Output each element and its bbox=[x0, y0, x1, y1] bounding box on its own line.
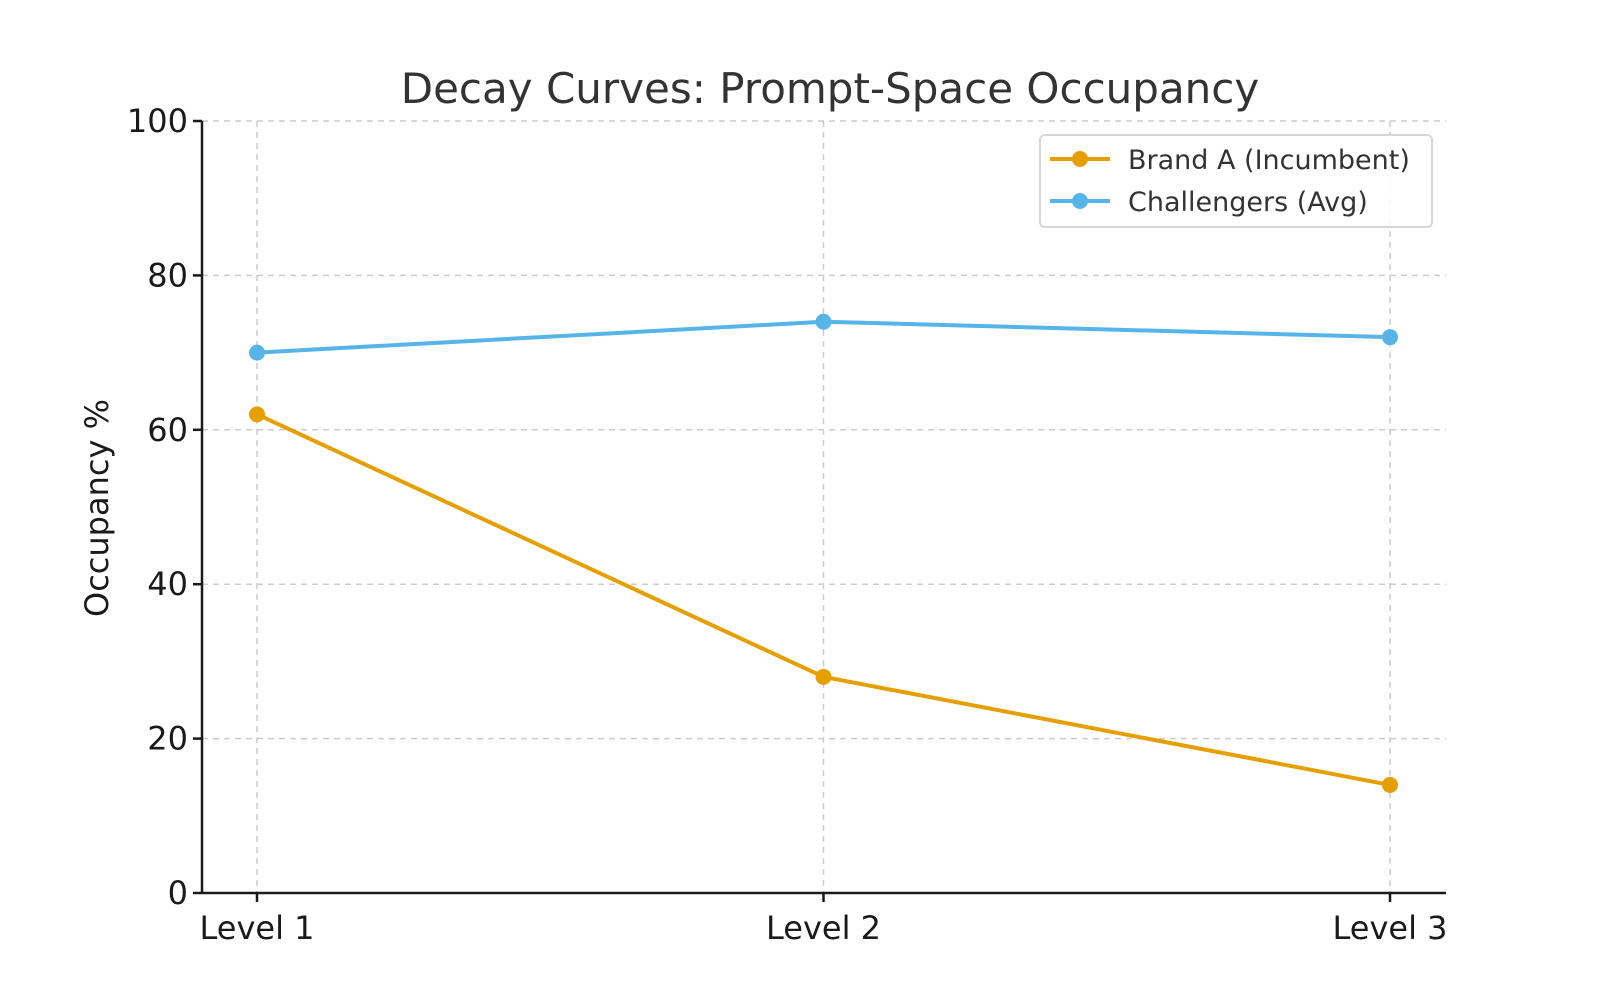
x-tick-label: Level 1 bbox=[200, 909, 315, 947]
x-tick-label: Level 3 bbox=[1333, 909, 1448, 947]
data-point bbox=[1382, 329, 1398, 346]
series-1 bbox=[249, 406, 1398, 793]
y-tick-label: 20 bbox=[147, 720, 188, 758]
y-axis-label: Occupancy % bbox=[78, 399, 116, 617]
grid bbox=[202, 120, 1446, 893]
data-point bbox=[249, 406, 265, 423]
data-point bbox=[815, 313, 832, 330]
series-2 bbox=[249, 313, 1398, 361]
legend-item: Brand A (Incumbent) bbox=[1050, 145, 1410, 176]
legend-item: Challengers (Avg) bbox=[1050, 187, 1368, 218]
y-axis-ticks: 0 20 40 60 80 100 bbox=[127, 102, 202, 912]
y-tick-label: 40 bbox=[147, 565, 188, 603]
data-point bbox=[815, 668, 832, 685]
legend-label: Challengers (Avg) bbox=[1128, 187, 1368, 218]
y-tick-label: 100 bbox=[127, 102, 188, 140]
x-tick-label: Level 2 bbox=[766, 909, 881, 947]
chart-title: Decay Curves: Prompt-Space Occupancy bbox=[401, 64, 1260, 113]
data-point bbox=[1382, 776, 1398, 793]
y-tick-label: 80 bbox=[147, 256, 188, 294]
legend-swatch-marker bbox=[1072, 151, 1088, 167]
y-tick-label: 0 bbox=[168, 874, 188, 912]
x-axis-ticks: Level 1 Level 2 Level 3 bbox=[200, 893, 1448, 947]
legend-label: Brand A (Incumbent) bbox=[1128, 145, 1410, 176]
data-point bbox=[249, 344, 265, 361]
legend: Brand A (Incumbent) Challengers (Avg) bbox=[1039, 134, 1433, 228]
y-tick-label: 60 bbox=[147, 411, 188, 449]
series bbox=[249, 313, 1398, 793]
legend-swatch-marker bbox=[1072, 193, 1088, 209]
legend-box bbox=[1039, 134, 1433, 228]
